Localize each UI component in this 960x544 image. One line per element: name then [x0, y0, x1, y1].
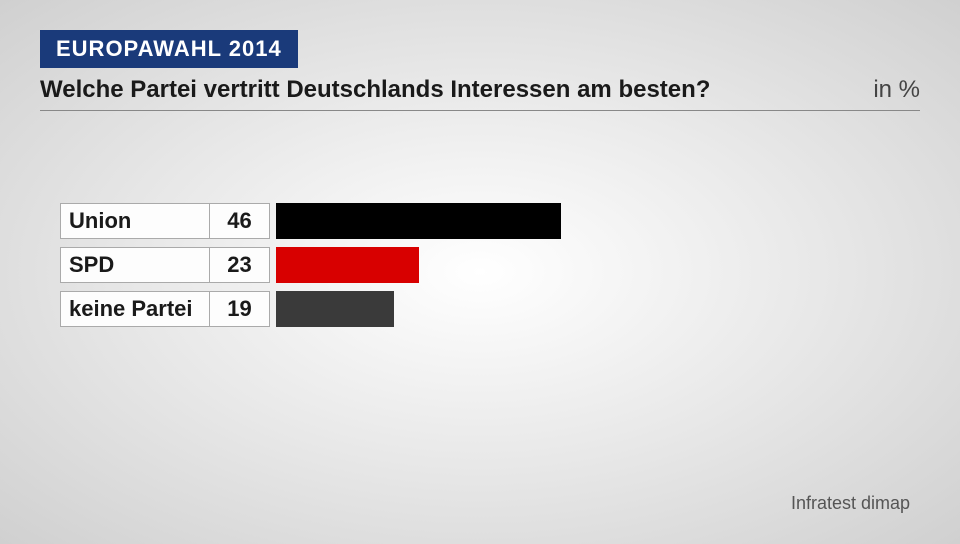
party-label: keine Partei [60, 291, 210, 327]
party-label: SPD [60, 247, 210, 283]
header-banner: EUROPAWAHL 2014 [40, 30, 298, 68]
bar [276, 247, 419, 283]
chart-subtitle: Welche Partei vertritt Deutschlands Inte… [40, 76, 710, 104]
chart-row: SPD 23 [60, 245, 920, 285]
value-label: 46 [210, 203, 270, 239]
chart-row: keine Partei 19 [60, 289, 920, 329]
value-label: 19 [210, 291, 270, 327]
chart-row: Union 46 [60, 201, 920, 241]
chart-container: EUROPAWAHL 2014 Welche Partei vertritt D… [0, 0, 960, 544]
subtitle-row: Welche Partei vertritt Deutschlands Inte… [40, 76, 920, 111]
bar-chart: Union 46 SPD 23 keine Partei 19 [40, 201, 920, 329]
bar-track [276, 291, 920, 327]
value-label: 23 [210, 247, 270, 283]
unit-label: in % [873, 76, 920, 104]
bar-track [276, 247, 920, 283]
source-label: Infratest dimap [791, 493, 910, 514]
bar-track [276, 203, 920, 239]
bar [276, 203, 561, 239]
bar [276, 291, 394, 327]
party-label: Union [60, 203, 210, 239]
